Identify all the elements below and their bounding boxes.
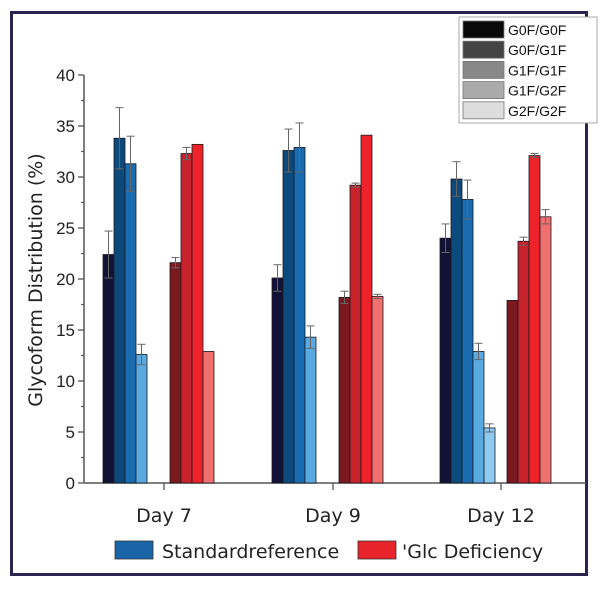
- bar-glc-deficiency-g0f-g0f: [338, 296, 351, 484]
- bar-standardreference-g1f-g2f: [472, 351, 485, 484]
- legend-swatch: [462, 20, 505, 39]
- bar-standardreference-g1f-g2f: [304, 336, 317, 484]
- legend-swatch: [462, 40, 505, 59]
- bar-glc-deficiency-g1f-g1f: [528, 155, 541, 484]
- y-tick-label: 15: [56, 321, 75, 340]
- y-tick-label: 10: [56, 372, 75, 391]
- y-tick-label: 5: [66, 423, 75, 442]
- glycoform-legend: G0F/G0F G0F/G1F G1F/G1F G1F/G2F G2F/G2F: [458, 16, 598, 124]
- bar-standardreference-g1f-g1f: [293, 147, 306, 484]
- legend-swatch: [462, 61, 505, 79]
- bar-glc-deficiency-g0f-g1f: [180, 153, 193, 484]
- bar-standardreference-g2f-g2f: [483, 427, 496, 484]
- bar-glc-deficiency-g1f-g2f: [539, 216, 552, 484]
- y-tick-label: 25: [56, 219, 75, 238]
- bar-standardreference-g0f-g1f: [450, 178, 463, 484]
- y-tick-label: 40: [56, 66, 75, 85]
- y-axis-label: Glycoform Distribution (%): [25, 153, 47, 406]
- group-legend-swatch: [114, 540, 154, 560]
- bar-standardreference-g0f-g0f: [439, 237, 452, 484]
- bar-glc-deficiency-g1f-g2f: [371, 295, 384, 484]
- x-tick-label: Day 7: [136, 505, 192, 527]
- group-legend-swatch: [357, 540, 397, 560]
- legend-swatch: [462, 101, 505, 120]
- bar-glc-deficiency-g0f-g1f: [517, 240, 530, 484]
- bar-glc-deficiency-g0f-g1f: [349, 184, 362, 484]
- legend-label: G1F/G2F: [508, 83, 566, 99]
- group-legend: Standardreference 'Glc Deficiency: [114, 540, 543, 563]
- legend-label: G0F/G1F: [508, 42, 566, 58]
- y-tick-label: 0: [66, 474, 75, 493]
- y-tick-label: 20: [56, 270, 75, 289]
- bar-standardreference-g1f-g1f: [124, 163, 137, 484]
- y-tick-label: 30: [56, 168, 75, 187]
- legend-label: G2F/G2F: [508, 103, 566, 119]
- group-legend-label: 'Glc Deficiency: [402, 541, 543, 563]
- bar-glc-deficiency-g1f-g1f: [191, 143, 204, 484]
- legend-label: G0F/G0F: [508, 22, 566, 38]
- x-tick-label: Day 9: [305, 505, 361, 527]
- bar-glc-deficiency-g1f-g2f: [202, 351, 215, 484]
- bar-standardreference-g0f-g0f: [102, 254, 115, 484]
- bar-glc-deficiency-g0f-g0f: [169, 262, 182, 484]
- bar-standardreference-g0f-g1f: [282, 150, 295, 484]
- bars: [102, 107, 552, 484]
- x-tick-label: Day 12: [467, 505, 535, 527]
- bar-standardreference-g0f-g1f: [113, 137, 126, 484]
- bar-glc-deficiency-g0f-g0f: [506, 300, 519, 484]
- bar-glc-deficiency-g1f-g1f: [360, 134, 373, 484]
- axes: 0 5 10 15 20 25 30 35 40 Day 7 Day 9 Day 12: [56, 66, 586, 527]
- bar-standardreference-g0f-g0f: [271, 277, 284, 484]
- legend-label: G1F/G1F: [508, 62, 566, 78]
- bar-standardreference-g1f-g1f: [461, 199, 474, 484]
- group-legend-label: Standardreference: [162, 541, 339, 563]
- legend-swatch: [462, 81, 505, 99]
- figure-frame: [10, 11, 588, 576]
- y-tick-label: 35: [56, 117, 75, 136]
- bar-standardreference-g1f-g2f: [135, 354, 148, 484]
